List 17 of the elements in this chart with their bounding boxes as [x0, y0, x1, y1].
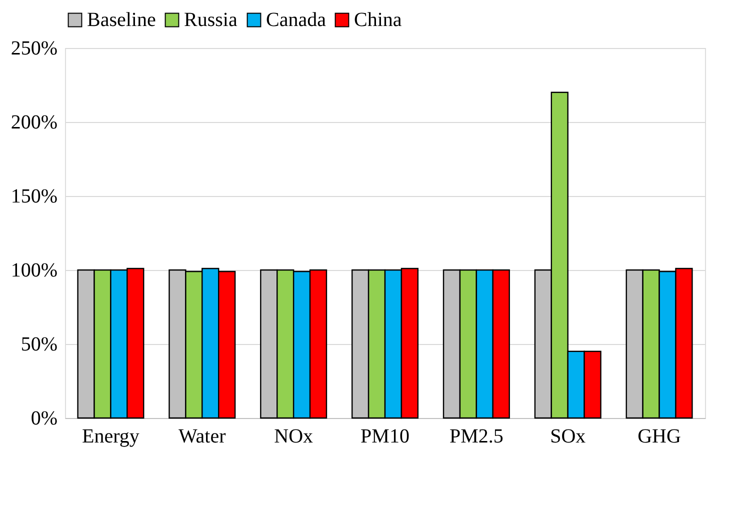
y-tick-label: 150% — [10, 186, 58, 208]
x-tick-label: SOx — [550, 426, 586, 448]
legend-label: Baseline — [87, 9, 156, 31]
y-tick-label: 100% — [10, 260, 58, 282]
x-tick-label: GHG — [638, 426, 681, 448]
legend-label: Russia — [184, 9, 238, 31]
y-tick-label: 250% — [10, 38, 58, 60]
x-tick-label: PM10 — [360, 426, 410, 448]
y-tick-label: 200% — [10, 112, 58, 134]
legend-label: Canada — [266, 9, 326, 31]
x-tick-label: PM2.5 — [449, 426, 504, 448]
y-tick-label: 0% — [30, 408, 58, 430]
y-tick-label: 50% — [20, 334, 58, 356]
x-tick-label: Water — [178, 426, 226, 448]
x-tick-label: NOx — [274, 426, 314, 448]
legend-label: China — [354, 9, 402, 31]
x-tick-label: Energy — [82, 426, 140, 448]
